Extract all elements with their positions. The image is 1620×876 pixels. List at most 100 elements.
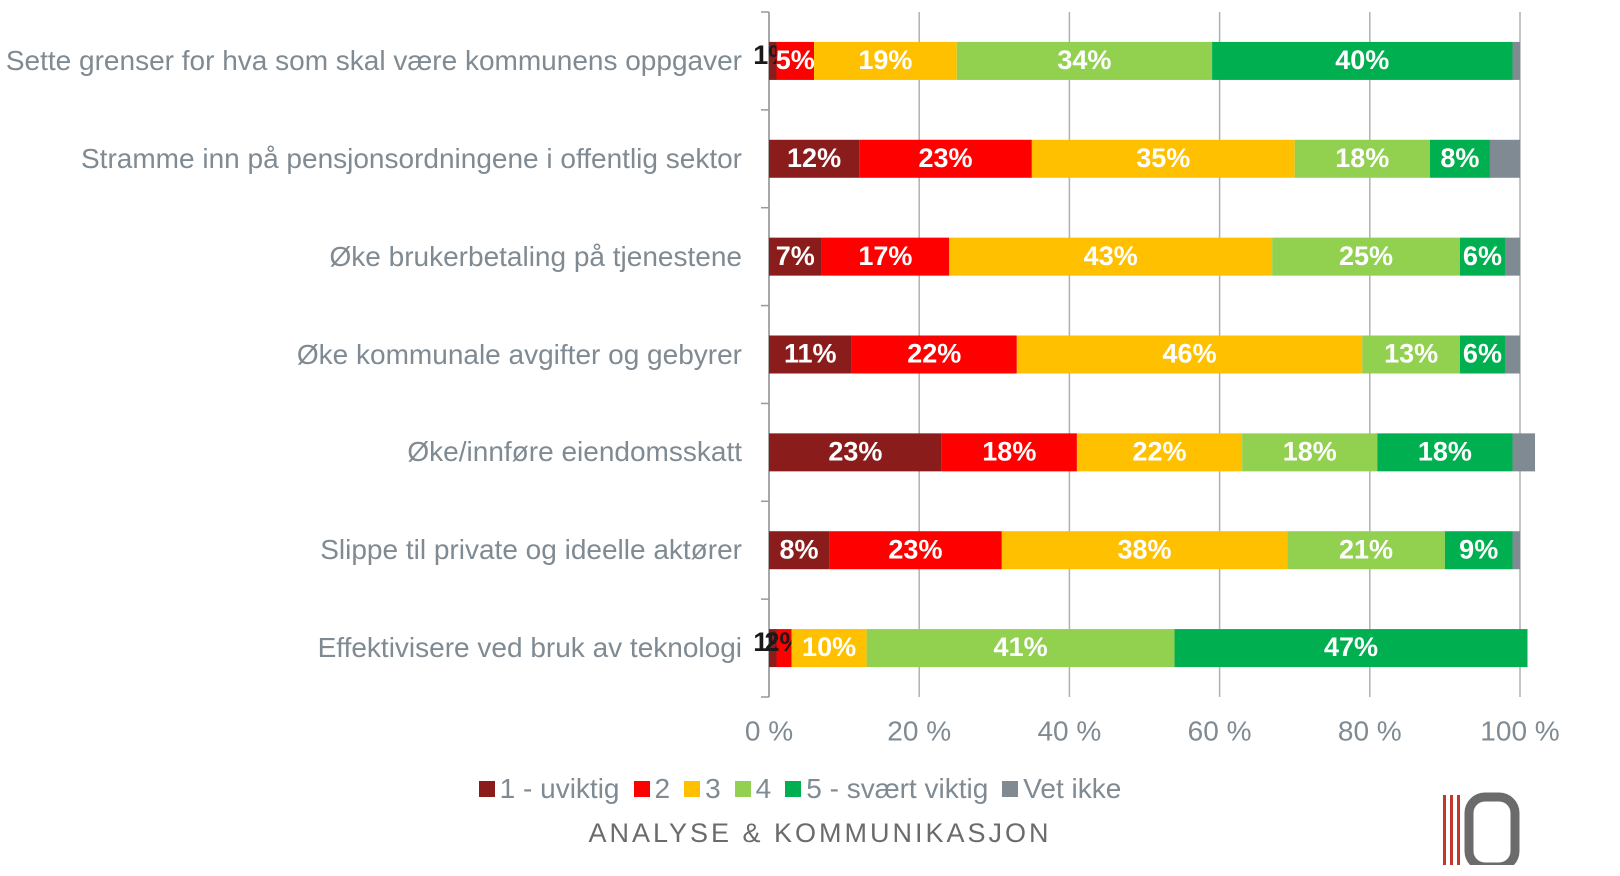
- bar-segment: [814, 41, 957, 80]
- legend-item: Vet ikke: [1002, 773, 1121, 805]
- data-label: 10%: [802, 632, 856, 662]
- bar-segment: [1272, 237, 1460, 276]
- data-label: 9%: [1459, 534, 1498, 564]
- data-label: 23%: [828, 436, 882, 466]
- bar-segment: [1076, 433, 1243, 472]
- logo: [1443, 792, 1520, 865]
- bar-segment: [1031, 139, 1295, 178]
- data-label: 18%: [1283, 436, 1337, 466]
- data-label: 40%: [1335, 45, 1389, 75]
- bar-segment: [769, 629, 777, 668]
- bar-segment: [769, 433, 942, 472]
- category-label: Slippe til private og ideelle aktører: [320, 534, 742, 566]
- data-label: 17%: [858, 241, 912, 271]
- data-label: 23%: [918, 143, 972, 173]
- legend-label: Vet ikke: [1023, 773, 1122, 804]
- data-label: 8%: [780, 534, 819, 564]
- bar-segment: [1174, 629, 1528, 668]
- data-label: 18%: [1335, 143, 1389, 173]
- bar-segment: [1512, 531, 1520, 570]
- bar-segment: [776, 629, 792, 668]
- bar-segment: [1512, 433, 1536, 472]
- legend-swatch: [478, 781, 495, 797]
- bar-segment: [821, 237, 950, 276]
- bar-segment: [769, 139, 860, 178]
- logo-bar: [1450, 795, 1453, 865]
- bar-segment: [1294, 139, 1430, 178]
- legend-swatch: [1002, 781, 1019, 797]
- bar-segment: [851, 335, 1017, 374]
- legend-label: 4: [755, 773, 772, 804]
- x-tick-label: 20 %: [887, 715, 951, 746]
- category-label: Øke kommunale avgifter og gebyrer: [296, 338, 742, 370]
- data-label: 35%: [1136, 143, 1190, 173]
- bar-segment: [1459, 335, 1505, 374]
- data-label: 18%: [982, 436, 1036, 466]
- category-label: Sette grenser for hva som skal være komm…: [5, 44, 742, 76]
- logo-bar: [1457, 795, 1460, 865]
- legend-item: 4: [734, 773, 772, 805]
- legend-item: 5 - svært viktig: [785, 773, 988, 805]
- data-label: 6%: [1463, 241, 1502, 271]
- data-label: 13%: [1384, 339, 1438, 369]
- data-label: 34%: [1057, 45, 1111, 75]
- bar-segment: [1512, 41, 1520, 80]
- data-label: 25%: [1339, 241, 1393, 271]
- category-label: Øke/innføre eiendomsskatt: [407, 436, 742, 468]
- bar-segment: [829, 531, 1002, 570]
- bar-segment: [1287, 531, 1445, 570]
- legend-swatch: [734, 781, 751, 797]
- bar-segment: [1242, 433, 1378, 472]
- logo-bar: [1443, 795, 1446, 865]
- bar-segment: [941, 433, 1077, 472]
- category-label: Effektivisere ved bruk av teknologi: [317, 632, 742, 664]
- bar-segment: [1489, 139, 1520, 178]
- x-tick-label: 100 %: [1480, 715, 1559, 746]
- bar-segment: [1504, 335, 1520, 374]
- data-label: 22%: [1132, 436, 1186, 466]
- x-tick-label: 40 %: [1037, 715, 1101, 746]
- legend-label: 2: [654, 773, 671, 804]
- bar-segment: [769, 335, 852, 374]
- data-label: 5%: [776, 45, 815, 75]
- x-tick-label: 60 %: [1188, 715, 1252, 746]
- category-label: Øke brukerbetaling på tjenestene: [329, 240, 743, 272]
- data-label: 21%: [1339, 534, 1393, 564]
- bar-segment: [1504, 237, 1520, 276]
- data-label: 19%: [858, 45, 912, 75]
- data-label: 12%: [787, 143, 841, 173]
- data-label: 46%: [1163, 339, 1217, 369]
- data-label: 23%: [888, 534, 942, 564]
- bar-segment: [866, 629, 1175, 668]
- bar-segment: [859, 139, 1032, 178]
- data-label: 38%: [1117, 534, 1171, 564]
- bar-segment: [769, 41, 777, 80]
- data-label: 8%: [1440, 143, 1479, 173]
- category: Øke/innføre eiendomsskatt: [2, 435, 742, 469]
- bar-segment: [949, 237, 1273, 276]
- data-label: 18%: [1418, 436, 1472, 466]
- x-tick-label: 0 %: [745, 715, 793, 746]
- bar-segment: [769, 237, 822, 276]
- logo-o: [1464, 792, 1520, 865]
- legend-item: 2: [633, 773, 671, 805]
- bar-segment: [956, 41, 1213, 80]
- bar-segment: [776, 41, 815, 80]
- bar-segment: [1362, 335, 1460, 374]
- bar-segment: [1444, 531, 1513, 570]
- bar-segment: [1212, 41, 1513, 80]
- data-label: 41%: [994, 632, 1048, 662]
- bar-segment: [769, 531, 830, 570]
- legend-swatch: [633, 781, 650, 797]
- x-tick-label: 80 %: [1338, 715, 1402, 746]
- data-label: 22%: [907, 339, 961, 369]
- data-label: 47%: [1324, 632, 1378, 662]
- bar-segment: [791, 629, 867, 668]
- bar-segment: [1016, 335, 1363, 374]
- category: Slippe til private og ideelle aktører: [2, 533, 742, 567]
- legend-item: 1 - uviktig: [478, 773, 620, 805]
- legend-label: 1 - uviktig: [499, 773, 620, 804]
- legend-item: 3: [684, 773, 721, 805]
